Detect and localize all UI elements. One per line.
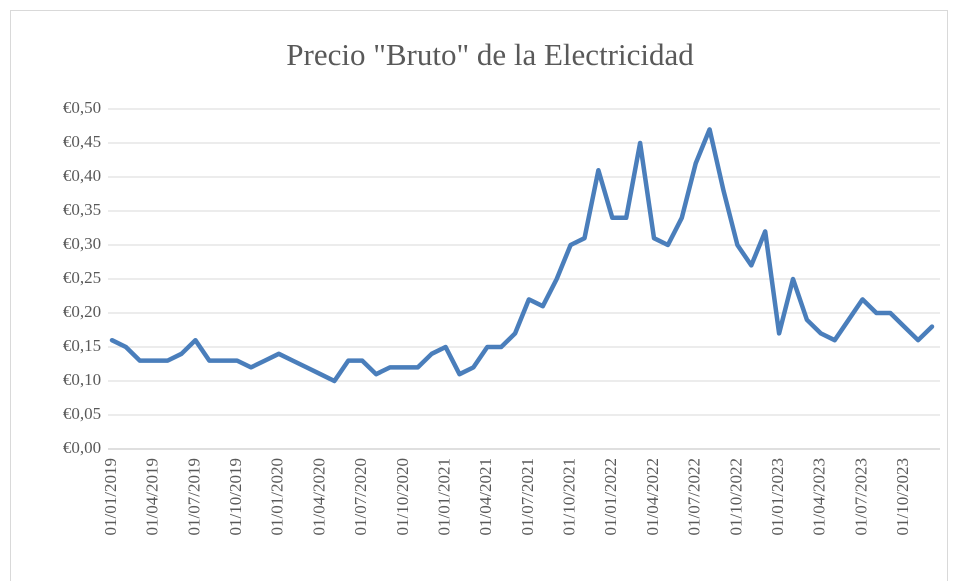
y-tick-label: €0,25 [63,268,101,287]
x-tick-label: 01/10/2019 [226,458,245,535]
x-tick-label: 01/01/2020 [268,458,287,535]
x-tick-label: 01/01/2019 [101,458,120,535]
x-tick-label: 01/04/2019 [143,458,162,535]
x-tick-label: 01/07/2019 [184,458,203,535]
x-tick-label: 01/07/2022 [685,458,704,535]
x-tick-label: 01/01/2023 [768,458,787,535]
y-tick-label: €0,40 [63,166,101,185]
y-tick-label: €0,30 [63,234,101,253]
x-tick-label: 01/01/2021 [434,458,453,535]
data-line [109,127,935,384]
y-tick-label: €0,15 [63,336,101,355]
x-tick-label: 01/07/2020 [351,458,370,535]
x-tick-label: 01/04/2021 [476,458,495,535]
x-tick-label: 01/07/2021 [518,458,537,535]
x-tick-label: 01/04/2023 [810,458,829,535]
y-tick-label: €0,20 [63,302,101,321]
x-tick-label: 01/04/2022 [643,458,662,535]
x-tick-label: 01/10/2020 [393,458,412,535]
chart-frame [10,10,948,581]
x-tick-label: 01/04/2020 [309,458,328,535]
x-tick-label: 01/10/2022 [726,458,745,535]
x-tick-label: 01/07/2023 [851,458,870,535]
y-tick-label: €0,50 [63,98,101,117]
y-tick-label: €0,00 [63,438,101,457]
chart-title: Precio "Bruto" de la Electricidad [286,37,694,72]
y-tick-label: €0,35 [63,200,101,219]
y-tick-label: €0,45 [63,132,101,151]
x-tick-label: 01/10/2023 [893,458,912,535]
y-tick-label: €0,05 [63,404,101,423]
x-tick-label: 01/10/2021 [560,458,579,535]
x-tick-label: 01/01/2022 [601,458,620,535]
y-tick-label: €0,10 [63,370,101,389]
